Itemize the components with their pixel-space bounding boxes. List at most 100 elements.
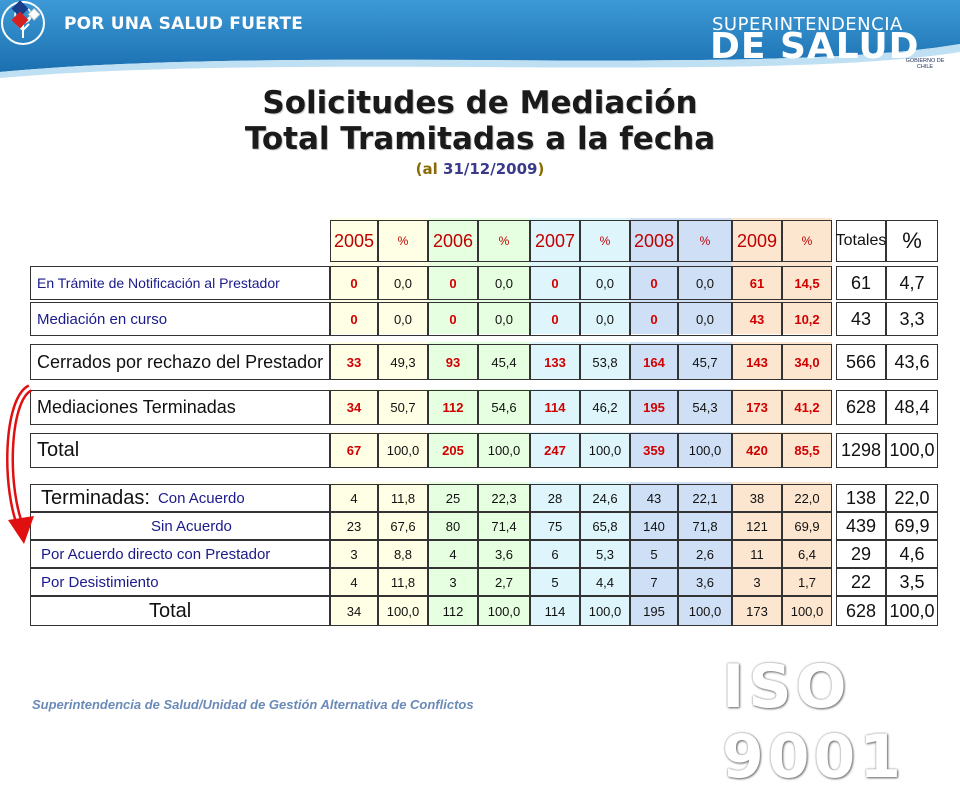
column-band xyxy=(530,389,580,425)
column-band xyxy=(678,432,732,468)
subtitle-open: (al xyxy=(415,160,444,178)
table-cell: 164 xyxy=(630,344,678,380)
brand-slogan: POR UNA SALUD FUERTE xyxy=(64,14,304,34)
table-cell: 71,8 xyxy=(678,512,732,540)
table-cell: 43 xyxy=(630,484,678,512)
sub-row-label: Por Acuerdo directo con Prestador xyxy=(30,540,330,568)
column-band xyxy=(630,342,678,380)
table-cell: 69,9 xyxy=(886,512,938,540)
column-band xyxy=(330,482,378,626)
column-band xyxy=(580,262,630,334)
column-band xyxy=(678,482,732,626)
row-label: Mediaciones Terminadas xyxy=(30,390,330,425)
table-cell: 2,7 xyxy=(478,568,530,596)
table-cell: 5 xyxy=(530,568,580,596)
column-band xyxy=(630,432,678,468)
column-band xyxy=(530,482,580,626)
column-header: % xyxy=(678,220,732,262)
table-cell: 4 xyxy=(428,540,478,568)
table-cell: 3,3 xyxy=(886,302,938,336)
column-band xyxy=(630,389,678,425)
column-band xyxy=(732,482,782,626)
table-cell: 8,8 xyxy=(378,540,428,568)
table-cell: 173 xyxy=(732,596,782,626)
table-cell: 50,7 xyxy=(378,390,428,425)
table-cell: 1,7 xyxy=(782,568,832,596)
table-cell: 46,2 xyxy=(580,390,630,425)
column-band xyxy=(478,342,530,380)
column-header: % xyxy=(886,220,938,262)
column-band xyxy=(478,482,530,626)
table-cell: 3,6 xyxy=(478,540,530,568)
table-cell: 100,0 xyxy=(378,596,428,626)
table-cell: 54,3 xyxy=(678,390,732,425)
sub-row-label: Sin Acuerdo xyxy=(30,512,330,540)
table-cell: 43 xyxy=(732,302,782,336)
table-cell: 45,4 xyxy=(478,344,530,380)
table-cell: 45,7 xyxy=(678,344,732,380)
table-cell: 247 xyxy=(530,433,580,468)
sub-row-text: Con Acuerdo xyxy=(157,489,245,507)
sub-row-label: Por Desistimiento xyxy=(30,568,330,596)
table-cell: 420 xyxy=(732,433,782,468)
page-title: Solicitudes de Mediación xyxy=(262,85,698,121)
table-cell: 93 xyxy=(428,344,478,380)
table-cell: 49,3 xyxy=(378,344,428,380)
table-cell: 71,4 xyxy=(478,512,530,540)
table-cell: 3 xyxy=(732,568,782,596)
column-band xyxy=(782,389,832,425)
iso-watermark: ISO 9001 xyxy=(722,652,905,792)
table-cell: 4 xyxy=(330,568,378,596)
column-band xyxy=(378,262,428,334)
sub-row-text: Por Acuerdo directo con Prestador xyxy=(41,545,271,563)
table-cell: 359 xyxy=(630,433,678,468)
column-band xyxy=(580,482,630,626)
column-band xyxy=(732,432,782,468)
column-band xyxy=(580,432,630,468)
column-header: 2005 xyxy=(330,220,378,262)
page-subtitle: (al 31/12/2009) xyxy=(0,160,960,178)
subtitle-close: ) xyxy=(537,160,545,178)
table-cell: 22,0 xyxy=(886,484,938,512)
table-cell: 0 xyxy=(330,302,378,336)
table-cell: 100,0 xyxy=(378,433,428,468)
table-cell: 0 xyxy=(530,266,580,300)
column-band xyxy=(580,342,630,380)
column-header: % xyxy=(378,220,428,262)
table-cell: 140 xyxy=(630,512,678,540)
table-cell: 0,0 xyxy=(478,266,530,300)
table-cell: 100,0 xyxy=(886,433,938,468)
table-cell: 34,0 xyxy=(782,344,832,380)
subtitle-date: 31/12/2009 xyxy=(443,160,538,178)
sub-row-text: Total xyxy=(149,599,192,622)
column-header: % xyxy=(580,220,630,262)
table-cell: 100,0 xyxy=(782,596,832,626)
table-cell: 0,0 xyxy=(378,302,428,336)
column-band xyxy=(580,389,630,425)
table-cell: 69,9 xyxy=(782,512,832,540)
sub-prefix: Terminadas: xyxy=(41,486,150,509)
curved-arrow-icon xyxy=(6,384,34,544)
table-cell: 34 xyxy=(330,390,378,425)
footer-text: Superintendencia de Salud/Unidad de Gest… xyxy=(32,697,474,712)
column-band xyxy=(732,389,782,425)
column-header: 2008 xyxy=(630,220,678,262)
column-band xyxy=(428,432,478,468)
table-cell: 4 xyxy=(330,484,378,512)
column-header: % xyxy=(782,220,832,262)
table-cell: 5,3 xyxy=(580,540,630,568)
column-band xyxy=(630,262,678,334)
government-label: GOBIERNO DE CHILE xyxy=(905,58,945,70)
table-cell: 61 xyxy=(732,266,782,300)
table-cell: 100,0 xyxy=(886,596,938,626)
column-band xyxy=(330,389,378,425)
sub-row-label: Total xyxy=(30,596,330,626)
table-cell: 4,6 xyxy=(886,540,938,568)
table-cell: 0,0 xyxy=(478,302,530,336)
table-cell: 41,2 xyxy=(782,390,832,425)
column-band xyxy=(378,342,428,380)
column-header: % xyxy=(478,220,530,262)
table-cell: 22,1 xyxy=(678,484,732,512)
sub-row-text: Sin Acuerdo xyxy=(151,517,232,535)
table-cell: 38 xyxy=(732,484,782,512)
